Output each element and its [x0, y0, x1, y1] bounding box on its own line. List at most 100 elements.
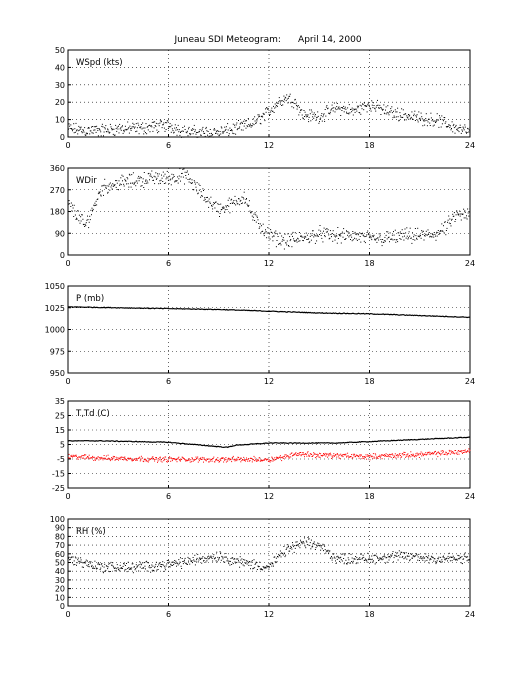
data-point [279, 456, 281, 458]
data-point [266, 566, 268, 568]
data-point [181, 458, 183, 460]
data-point [169, 123, 171, 125]
data-point [385, 106, 387, 108]
data-point [406, 227, 408, 229]
data-point [424, 124, 426, 126]
data-point [171, 561, 173, 563]
data-point [90, 209, 92, 211]
data-point [437, 119, 439, 121]
data-point [97, 456, 99, 458]
data-point [282, 456, 284, 458]
data-point [382, 455, 384, 456]
data-point [337, 238, 339, 239]
data-point [230, 558, 232, 559]
data-point [158, 459, 160, 461]
data-point [373, 555, 375, 557]
data-point [128, 127, 130, 129]
data-point [143, 562, 145, 564]
figure-title: Juneau SDI Meteogram: April 14, 2000 [173, 35, 361, 45]
data-point [157, 173, 158, 175]
data-point [355, 108, 357, 110]
data-point [68, 123, 70, 125]
data-point [396, 239, 398, 241]
data-point [142, 178, 144, 180]
data-point [155, 563, 157, 565]
data-point [93, 460, 95, 461]
data-point [255, 561, 257, 563]
data-point [123, 562, 125, 564]
data-point [256, 215, 258, 217]
data-point [466, 215, 467, 217]
data-point [386, 456, 388, 457]
data-point [235, 459, 237, 461]
data-point [384, 236, 386, 238]
data-point [262, 112, 264, 114]
data-point [453, 452, 455, 454]
data-point [194, 131, 196, 133]
data-point [195, 560, 197, 562]
data-point [420, 453, 421, 455]
data-point [173, 564, 175, 566]
data-point [428, 234, 430, 235]
data-point [392, 551, 394, 553]
data-point [302, 453, 304, 455]
data-point [94, 560, 96, 562]
data-point [139, 566, 141, 568]
data-point [452, 555, 454, 557]
y-tick-label: 1025 [45, 304, 65, 313]
data-point [81, 214, 83, 216]
data-point [414, 120, 416, 121]
data-point [314, 115, 316, 117]
data-point [447, 221, 448, 223]
data-point [93, 129, 95, 131]
y-tick-label: 50 [55, 46, 65, 55]
data-point [356, 105, 358, 107]
data-point [157, 123, 159, 125]
data-point [331, 233, 333, 234]
data-point [459, 210, 461, 212]
data-point [242, 197, 244, 198]
data-point [178, 175, 180, 177]
data-point [243, 559, 245, 561]
data-point [223, 130, 225, 132]
data-point [462, 450, 464, 451]
data-point [115, 124, 117, 126]
data-point [167, 562, 169, 564]
data-point [80, 559, 82, 561]
data-point [282, 100, 284, 102]
data-point [226, 132, 228, 133]
data-point [432, 233, 434, 235]
data-point [163, 459, 165, 461]
data-point [221, 556, 223, 558]
data-point [251, 561, 253, 563]
data-point [200, 196, 202, 198]
data-point [134, 127, 135, 129]
data-point [460, 450, 462, 452]
data-point [95, 200, 97, 202]
data-point [265, 111, 267, 113]
data-point [455, 452, 457, 454]
data-point [465, 131, 467, 133]
data-point [196, 132, 198, 133]
data-point [280, 100, 282, 102]
data-point [322, 543, 324, 545]
data-point [412, 239, 414, 240]
data-point [161, 177, 163, 179]
data-point [300, 452, 301, 453]
data-point [143, 459, 145, 461]
data-point [210, 135, 212, 137]
data-point [163, 175, 165, 177]
data-point [286, 547, 288, 549]
data-point [388, 456, 390, 458]
data-point [197, 136, 199, 138]
data-point [159, 182, 161, 184]
data-point [309, 542, 311, 544]
data-point [273, 235, 274, 237]
data-point [266, 107, 268, 109]
data-point [157, 132, 158, 134]
data-point [134, 458, 135, 460]
data-point [464, 555, 466, 557]
data-point [219, 216, 220, 217]
data-point [105, 125, 107, 127]
data-point [316, 453, 318, 455]
